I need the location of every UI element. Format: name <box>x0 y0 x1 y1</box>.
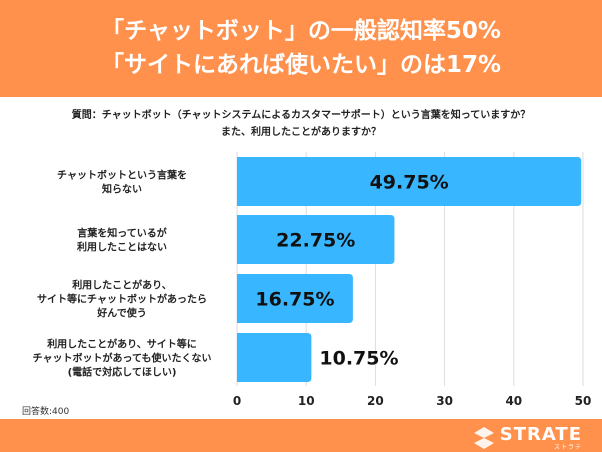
header-banner: 「チャットボット」の一般認知率50% 「サイトにあれば使いたい」のは17% <box>0 0 602 97</box>
data-label: 49.75% <box>370 172 449 194</box>
question-text: 質問：チャットボット（チャットシステムによるカスタマーサポート）という言葉を知っ… <box>0 107 602 141</box>
title-line-1: 「チャットボット」の一般認知率50% <box>101 18 501 44</box>
footer-banner: STRATE ストラテ <box>0 419 602 452</box>
question-line-1: 質問：チャットボット（チャットシステムによるカスタマーサポート）という言葉を知っ… <box>71 110 531 121</box>
x-tick-label: 0 <box>233 394 241 408</box>
x-tick-label: 10 <box>298 394 315 408</box>
category-label: 言葉を知っているが <box>77 227 167 240</box>
category-label: 知らない <box>101 183 142 196</box>
category-label: チャットボットという言葉を <box>57 169 187 182</box>
category-label: サイト等にチャットボットがあったら <box>37 293 207 306</box>
data-label: 10.75% <box>319 348 398 370</box>
category-label: 利用したことはない <box>77 241 167 254</box>
title-line-2: 「サイトにあれば使いたい」のは17% <box>100 52 502 78</box>
logo-icon <box>473 426 494 449</box>
category-label: 利用したことがあり、 <box>72 279 172 292</box>
logo-name: STRATE <box>499 424 582 445</box>
category-label: チャットボットがあっても使いたくない <box>33 352 212 365</box>
x-tick-label: 40 <box>505 394 522 408</box>
category-label: 好んで使う <box>96 307 147 320</box>
bar <box>237 333 312 382</box>
x-tick-label: 50 <box>575 394 592 408</box>
bar <box>237 157 582 206</box>
respondent-count: 回答数:400 <box>22 407 70 417</box>
category-label: 利用したことがあり、サイト等に <box>47 338 197 351</box>
data-label: 22.75% <box>276 230 355 252</box>
bar <box>237 274 353 323</box>
bar <box>237 215 395 264</box>
strate-logo: STRATE ストラテ <box>473 424 582 451</box>
data-label: 16.75% <box>255 289 334 311</box>
question-line-2: また、利用したことがありますか？ <box>221 127 381 138</box>
x-tick-label: 20 <box>367 394 384 408</box>
logo-sub: ストラテ <box>553 444 582 451</box>
x-tick-label: 30 <box>436 394 453 408</box>
category-label: (電話で対応してほしい) <box>68 366 177 379</box>
